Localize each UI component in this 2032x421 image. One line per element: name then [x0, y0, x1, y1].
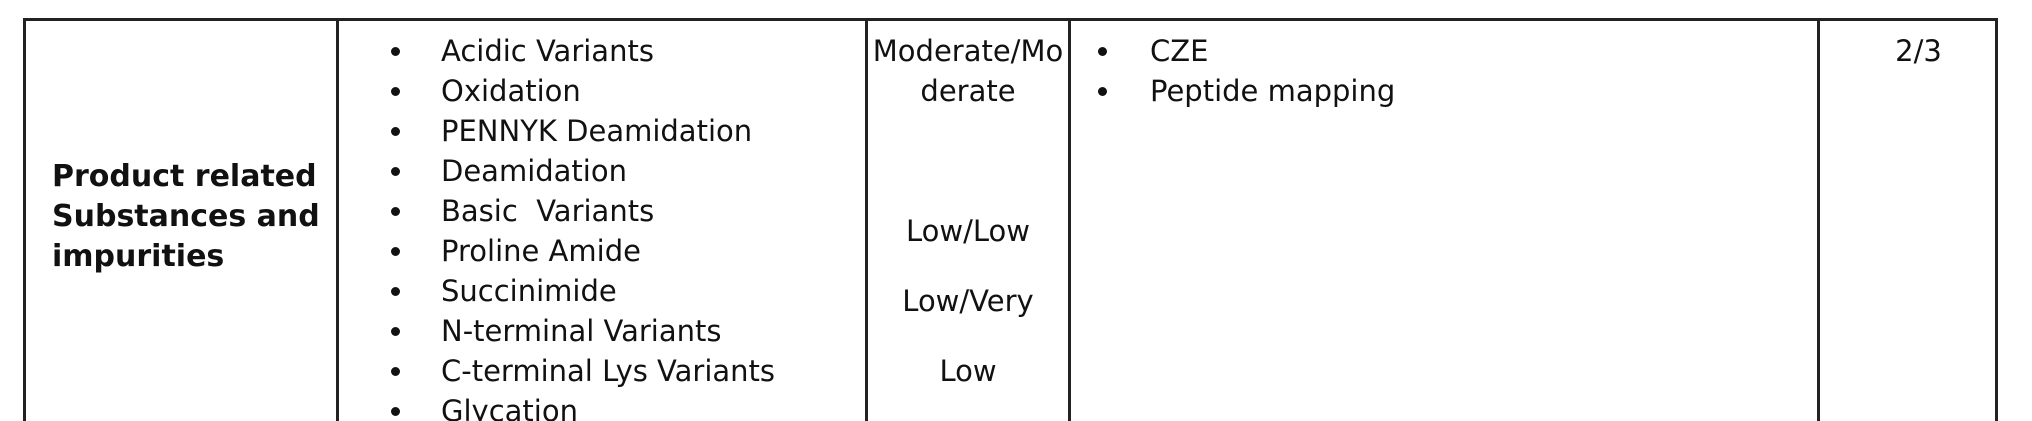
criticality-text: Moderate/Mo [872, 34, 1064, 68]
table: Product related Substances and impuritie… [23, 18, 1998, 421]
criticality-text: Low/Low [906, 214, 1030, 248]
list-item: Proline Amide [357, 231, 877, 271]
criticality-text: derate [920, 74, 1016, 108]
bullet-icon [391, 287, 400, 296]
bullet-icon [391, 407, 400, 416]
list-item: Succinimide [357, 271, 877, 311]
criticality-text: Low [939, 354, 997, 388]
list-item: PENNYK Deamidation [357, 111, 877, 151]
column-divider [1068, 21, 1071, 421]
column-divider [336, 21, 339, 421]
list-item: Acidic Variants [357, 31, 877, 71]
list-item: Peptide mapping [1088, 71, 1828, 111]
bullet-icon [391, 247, 400, 256]
score-cell: 2/3 [1841, 31, 1996, 71]
column-divider [1817, 21, 1820, 421]
bullet-icon [391, 87, 400, 96]
column-divider [865, 21, 868, 421]
category-line: Substances and [52, 199, 320, 234]
criticality-text: Low/Very [902, 284, 1034, 318]
list-item: N-terminal Variants [357, 311, 877, 351]
methods-cell: CZE Peptide mapping [1088, 31, 1828, 111]
list-item: Glycation [357, 391, 877, 421]
score-value: 2/3 [1895, 34, 1942, 68]
list-item: Deamidation [357, 151, 877, 191]
bullet-icon [391, 367, 400, 376]
bullet-icon [391, 207, 400, 216]
bullet-icon [391, 167, 400, 176]
category-line: impurities [52, 239, 225, 274]
bullet-icon [391, 327, 400, 336]
list-item: CZE [1088, 31, 1828, 71]
bullet-icon [1098, 87, 1107, 96]
bullet-icon [391, 47, 400, 56]
list-item: Oxidation [357, 71, 877, 111]
bullet-icon [391, 127, 400, 136]
attributes-cell: Acidic Variants Oxidation PENNYK Deamida… [357, 31, 877, 421]
bullet-icon [1098, 47, 1107, 56]
attribute-list: Acidic Variants Oxidation PENNYK Deamida… [357, 31, 877, 421]
list-item: C-terminal Lys Variants [357, 351, 877, 391]
category-cell: Product related Substances and impuritie… [26, 157, 336, 277]
list-item: Basic Variants [357, 191, 877, 231]
method-list: CZE Peptide mapping [1088, 31, 1828, 111]
category-line: Product related [52, 159, 317, 194]
